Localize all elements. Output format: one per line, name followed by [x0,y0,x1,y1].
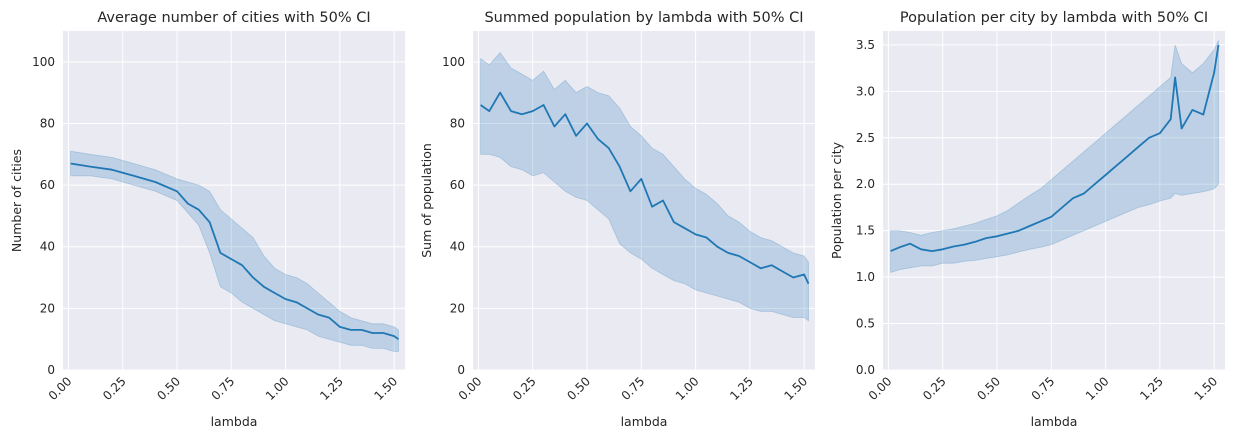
x-tick-label: 1.50 [1191,374,1220,403]
x-tick-label: 0.25 [920,374,949,403]
plot-area [883,31,1225,370]
y-tick-label: 2.5 [856,131,875,145]
x-tick-label: 1.25 [727,374,756,403]
chart-panel-3: 0.00 0.25 0.50 0.75 1.00 1.25 1.50 0.0 0.5 1.0 1.5… [829,10,1225,429]
y-tick-label: 60 [450,178,465,192]
y-tick-label: 0 [47,363,55,377]
y-tick-label: 1.5 [856,224,875,238]
y-axis-label: Number of cities [9,149,24,252]
y-tick-label: 0.5 [856,317,875,331]
x-tick-label: 0.75 [1029,374,1058,403]
y-tick-label: 100 [442,55,465,69]
x-tick-label: 1.25 [1137,374,1166,403]
x-axis-label: lambda [621,414,668,429]
y-tick-label: 0 [457,363,465,377]
x-axis-label: lambda [211,414,258,429]
y-tick-label: 3.5 [856,38,875,52]
x-tick-label: 1.00 [673,374,702,403]
x-axis-label: lambda [1031,414,1078,429]
x-tick-label: 0.75 [619,374,648,403]
x-tick-label: 0.00 [46,374,75,403]
y-tick-label: 100 [32,55,55,69]
y-tick-label: 40 [40,240,55,254]
x-tick-label: 1.25 [317,374,346,403]
ci-band-1 [70,150,399,352]
x-tick-label: 0.25 [510,374,539,403]
y-axis-label: Population per city [829,141,844,259]
x-tick-label: 0.75 [209,374,238,403]
x-tick-label: 0.00 [866,374,895,403]
y-tick-label: 40 [450,240,465,254]
x-tick-label: 1.00 [1083,374,1112,403]
x-tick-label: 1.50 [781,374,810,403]
series-line-1 [70,162,400,340]
chart-title: Population per city by lambda with 50% C… [900,10,1208,26]
x-tick-label: 0.50 [974,374,1003,403]
x-tick-label: 0.50 [564,374,593,403]
x-tick-label: 0.25 [100,374,129,403]
chart-title: Average number of cities with 50% CI [97,10,370,26]
chart-panel-1: 0.00 0.25 0.50 0.75 1.00 1.25 1.50 0 20 40 60 80 100… [9,10,405,429]
y-tick-label: 80 [40,116,55,130]
y-tick-label: 0.0 [856,363,875,377]
plot-area [63,31,405,370]
y-tick-label: 3.0 [856,84,875,98]
y-tick-label: 1.0 [856,270,875,284]
series-line-1 [480,91,810,285]
y-tick-label: 20 [40,301,55,315]
x-tick-label: 0.50 [154,374,183,403]
series-line-1 [890,44,1220,252]
y-tick-label: 60 [40,178,55,192]
x-tick-label: 1.50 [371,374,400,403]
y-axis-label: Sum of population [419,143,434,258]
x-tick-label: 0.00 [456,374,485,403]
y-tick-label: 2.0 [856,177,875,191]
plot-area [473,31,815,370]
x-tick-label: 1.00 [263,374,292,403]
y-tick-label: 20 [450,301,465,315]
y-tick-label: 80 [450,116,465,130]
chart-title: Summed population by lambda with 50% CI [484,10,803,26]
chart-panel-2: 0.00 0.25 0.50 0.75 1.00 1.25 1.50 0 20 40 60 80 100… [419,10,815,429]
